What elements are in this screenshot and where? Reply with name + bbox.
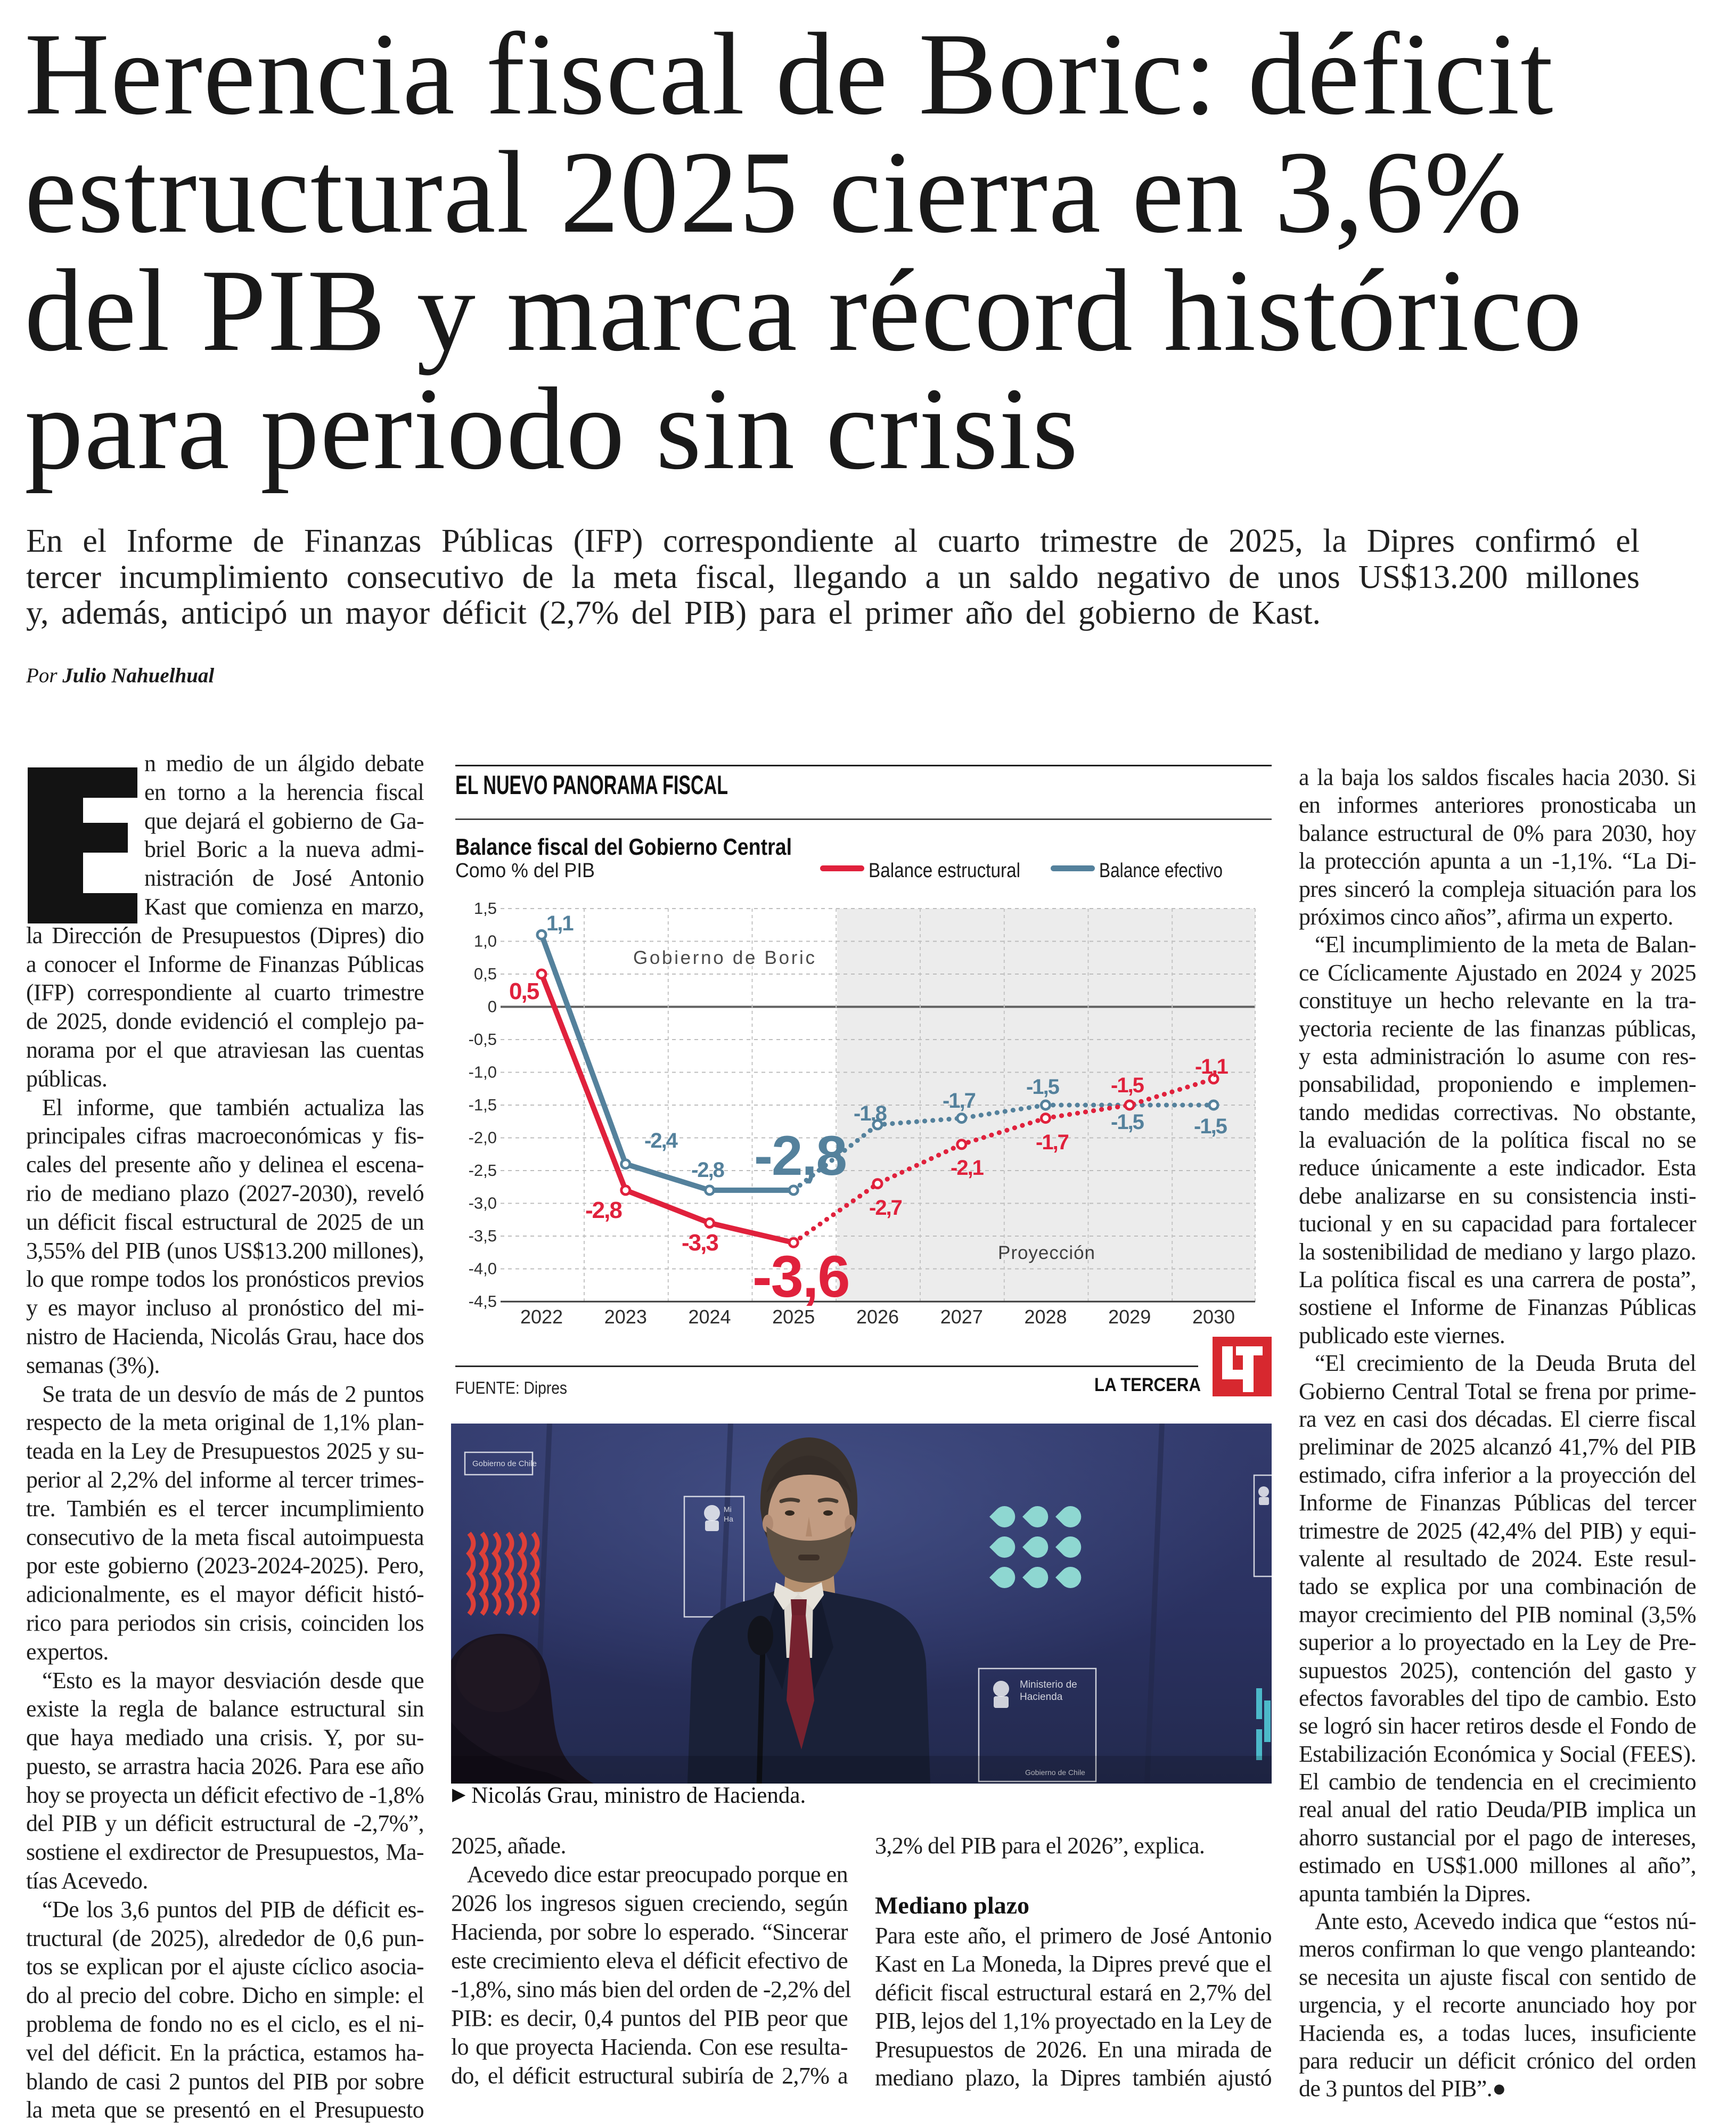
svg-text:1,1: 1,1	[546, 912, 574, 935]
svg-text:2026: 2026	[856, 1306, 899, 1328]
svg-text:-2,7: -2,7	[869, 1196, 902, 1220]
svg-text:EL NUEVO PANORAMA FISCAL: EL NUEVO PANORAMA FISCAL	[455, 770, 728, 800]
svg-text:-2,4: -2,4	[644, 1129, 678, 1152]
svg-text:-1,0: -1,0	[469, 1063, 497, 1082]
svg-text:2025: 2025	[772, 1306, 815, 1328]
svg-text:-4,5: -4,5	[469, 1292, 497, 1311]
svg-text:-1,8: -1,8	[854, 1102, 887, 1125]
svg-text:-2,8: -2,8	[754, 1125, 846, 1187]
svg-text:Gobierno de Chile: Gobierno de Chile	[1025, 1768, 1085, 1777]
svg-text:1,5: 1,5	[474, 899, 497, 918]
svg-text:2028: 2028	[1024, 1306, 1067, 1328]
svg-text:Balance estructural: Balance estructural	[869, 860, 1020, 882]
svg-text:2027: 2027	[940, 1306, 983, 1328]
svg-text:-3,6: -3,6	[752, 1244, 849, 1310]
svg-text:-2,8: -2,8	[585, 1197, 622, 1223]
svg-text:-1,5: -1,5	[1111, 1110, 1144, 1134]
svg-text:-2,5: -2,5	[469, 1161, 497, 1180]
svg-text:-4,0: -4,0	[469, 1260, 497, 1278]
svg-text:-3,5: -3,5	[469, 1226, 497, 1245]
svg-text:2029: 2029	[1108, 1306, 1151, 1328]
svg-text:2030: 2030	[1192, 1306, 1235, 1328]
svg-text:-2,1: -2,1	[951, 1156, 984, 1180]
svg-text:-3,0: -3,0	[469, 1194, 497, 1213]
svg-text:Ministerio de: Ministerio de	[1020, 1679, 1077, 1690]
svg-text:Gobierno de Chile: Gobierno de Chile	[472, 1459, 537, 1468]
svg-text:Proyección: Proyección	[998, 1242, 1095, 1263]
svg-text:-1,5: -1,5	[1026, 1075, 1060, 1099]
svg-text:-1,5: -1,5	[469, 1095, 497, 1114]
svg-text:2022: 2022	[520, 1306, 563, 1328]
svg-text:0,5: 0,5	[474, 964, 497, 983]
svg-text:0,5: 0,5	[509, 978, 539, 1004]
svg-text:Balance fiscal del Gobierno Ce: Balance fiscal del Gobierno Central	[455, 834, 792, 860]
svg-text:-1,1: -1,1	[1195, 1055, 1229, 1078]
svg-text:Ha: Ha	[724, 1515, 733, 1523]
svg-text:2023: 2023	[604, 1306, 647, 1328]
svg-text:-2,8: -2,8	[691, 1158, 725, 1182]
svg-text:-1,7: -1,7	[943, 1089, 976, 1113]
svg-text:Como % del PIB: Como % del PIB	[455, 860, 595, 882]
svg-text:-1,5: -1,5	[1111, 1074, 1144, 1097]
svg-text:-1,7: -1,7	[1036, 1131, 1069, 1154]
svg-text:Balance efectivo: Balance efectivo	[1099, 860, 1223, 882]
svg-text:-3,3: -3,3	[682, 1230, 718, 1256]
svg-text:-1,5: -1,5	[1194, 1115, 1227, 1138]
svg-text:Hacienda: Hacienda	[1020, 1691, 1063, 1703]
svg-text:FUENTE: Dipres: FUENTE: Dipres	[455, 1378, 567, 1397]
svg-text:Mi: Mi	[724, 1505, 732, 1514]
svg-text:-2,0: -2,0	[469, 1129, 497, 1147]
svg-text:-0,5: -0,5	[469, 1030, 497, 1049]
svg-text:2024: 2024	[688, 1306, 731, 1328]
svg-text:0: 0	[488, 997, 497, 1016]
svg-text:Gobierno de Boric: Gobierno de Boric	[633, 947, 815, 968]
svg-text:LA TERCERA: LA TERCERA	[1094, 1375, 1201, 1395]
svg-text:1,0: 1,0	[474, 932, 497, 951]
